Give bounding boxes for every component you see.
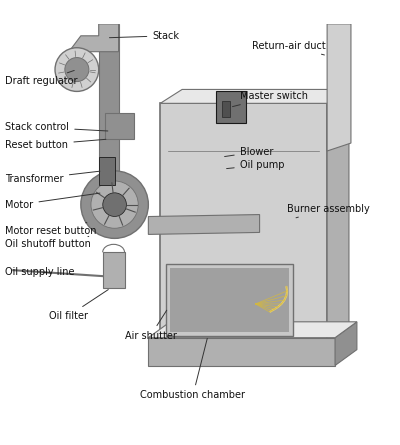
Text: Motor: Motor [5, 193, 100, 210]
Bar [99, 157, 114, 185]
Circle shape [91, 181, 138, 228]
Polygon shape [148, 214, 260, 235]
Text: Burner assembly: Burner assembly [287, 204, 370, 218]
Text: Stack control: Stack control [5, 122, 108, 132]
Bar [103, 252, 124, 288]
Text: Oil filter: Oil filter [49, 290, 108, 321]
Circle shape [81, 171, 148, 239]
Text: Stack: Stack [110, 31, 179, 41]
FancyBboxPatch shape [105, 113, 134, 139]
Text: Draft regulator: Draft regulator [5, 70, 78, 86]
Text: Transformer: Transformer [5, 171, 100, 184]
Polygon shape [160, 89, 349, 103]
Text: Reset button: Reset button [5, 139, 106, 150]
Circle shape [55, 48, 99, 91]
FancyBboxPatch shape [216, 91, 246, 123]
Polygon shape [327, 89, 349, 342]
Bar [99, 24, 118, 183]
Bar [170, 268, 289, 332]
Polygon shape [327, 24, 351, 151]
Text: Oil shutoff button: Oil shutoff button [5, 236, 91, 249]
Text: Motor reset button: Motor reset button [5, 222, 97, 236]
Text: Oil supply line: Oil supply line [5, 267, 75, 277]
Circle shape [103, 193, 126, 216]
Polygon shape [69, 24, 118, 64]
Bar [160, 103, 327, 342]
Bar [166, 264, 293, 336]
Text: Air shutter: Air shutter [124, 310, 176, 341]
Text: Master switch: Master switch [232, 91, 308, 107]
Text: Return-air duct: Return-air duct [252, 41, 325, 55]
Text: Blower: Blower [224, 147, 273, 157]
Text: Oil pump: Oil pump [226, 160, 284, 170]
Bar [222, 101, 230, 117]
Polygon shape [148, 322, 357, 338]
Text: Combustion chamber: Combustion chamber [140, 338, 246, 400]
Circle shape [65, 57, 89, 81]
Bar [148, 338, 335, 365]
Polygon shape [335, 322, 357, 365]
